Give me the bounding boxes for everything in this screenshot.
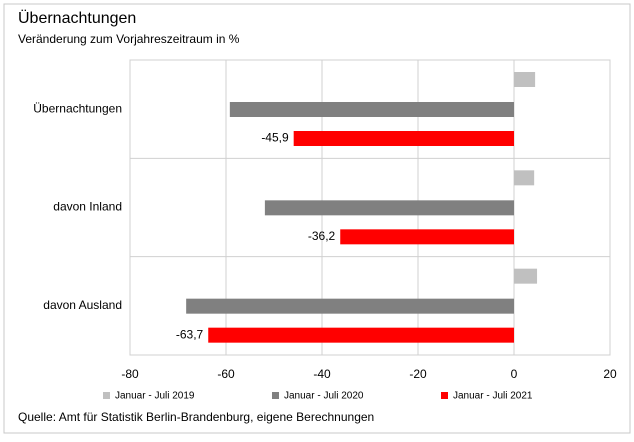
source: Quelle: Amt für Statistik Berlin-Branden… [18,410,374,424]
chart-title: Übernachtungen [18,9,136,27]
data-label: -45,9 [261,131,289,145]
bar [514,268,538,284]
bar [514,72,536,87]
data-label: -36,2 [308,229,336,243]
legend-swatch [103,392,110,399]
legend-label: Januar - Juli 2021 [453,391,533,402]
x-tick-label: 0 [511,367,518,381]
legend-label: Januar - Juli 2019 [115,391,195,402]
x-tick-label: -40 [313,367,331,381]
legend-label: Januar - Juli 2020 [284,391,364,402]
bar [208,327,515,343]
chart-subtitle: Veränderung zum Vorjahreszeitraum in % [18,32,240,46]
bar [340,229,514,245]
x-tick-label: -60 [217,367,235,381]
bar [293,131,514,146]
x-tick-label: -80 [121,367,139,381]
bar [229,102,514,117]
x-tick-label: -20 [409,367,427,381]
y-tick-label: davon Inland [53,200,122,214]
y-tick-label: davon Ausland [43,298,122,312]
y-tick-label: Übernachtungen [33,101,122,115]
x-tick-label: 20 [603,367,617,381]
legend-swatch [441,392,448,399]
bar [264,200,514,216]
legend-swatch [272,392,279,399]
bar [514,170,535,186]
data-label: -63,7 [176,327,204,341]
bar [186,298,514,314]
